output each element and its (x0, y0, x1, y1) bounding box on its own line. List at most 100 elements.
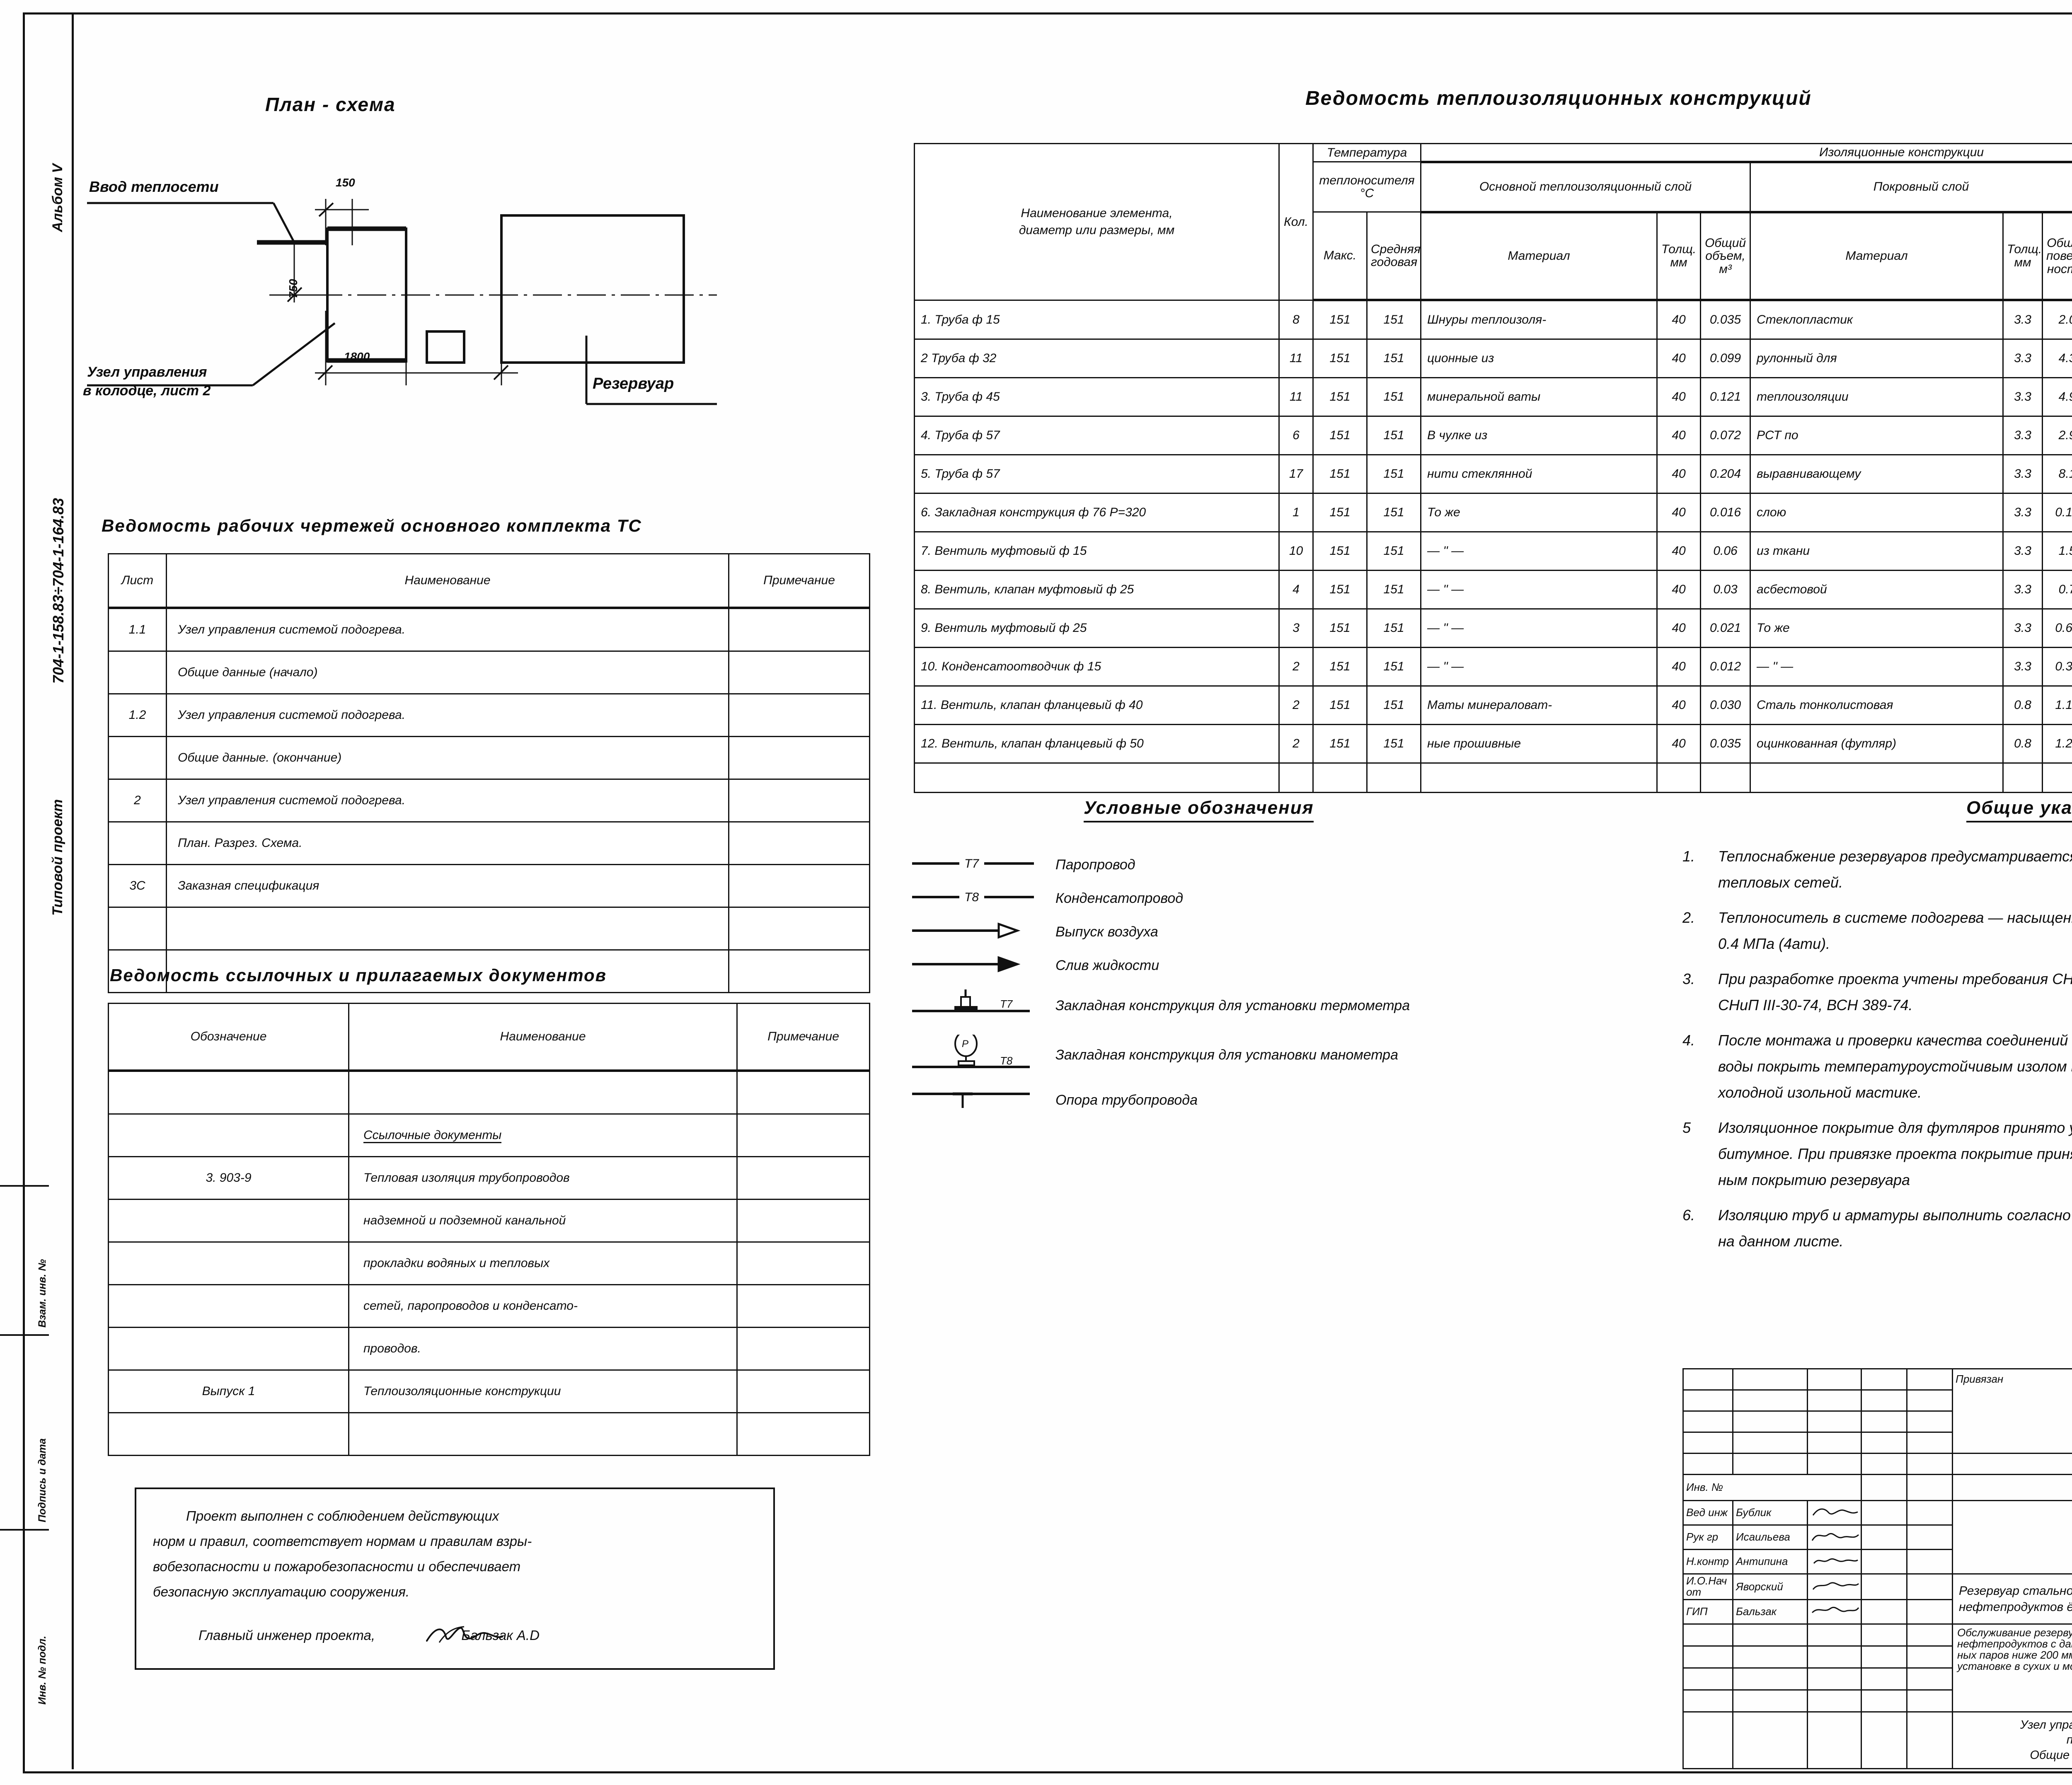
tb-extra-4 (1906, 1599, 1953, 1625)
svg-text:T8: T8 (1000, 1055, 1013, 1067)
table-row: Ссылочные документы (108, 1113, 870, 1157)
tb-role-1: Рук гр (1682, 1524, 1733, 1550)
insul-empty-cell (914, 762, 1280, 793)
insul-th-surf-l3: ность, (2047, 262, 2072, 276)
general-note-item: 5 Изоляционное покрытие для футляров прин… (1682, 1115, 2072, 1193)
general-note-line: При разработке проекта учтены требования… (1718, 970, 2072, 987)
insul-main-thickness: 40 (1656, 685, 1702, 725)
sheet-no (108, 907, 167, 951)
manometer-embed-icon: P T8 (910, 1030, 1046, 1076)
insul-qty: 11 (1278, 339, 1314, 378)
tb-foot-3 (1807, 1623, 1862, 1647)
refs-table-header-row: Обозначение Наименование Примечание (108, 1003, 870, 1072)
insul-surface: 4.3 (2042, 339, 2072, 378)
general-note-number: 6. (1682, 1207, 1695, 1224)
sheet-no (108, 821, 167, 865)
insul-tmax: 151 (1312, 454, 1368, 494)
insul-main-thickness: 40 (1656, 570, 1702, 610)
tb-object-l1: Резервуар стальной горизонтальный для (1959, 1584, 2072, 1598)
tb-sign-1 (1807, 1524, 1862, 1550)
insul-element: 2 Труба ф 32 (914, 339, 1280, 378)
tb-foot-13 (1807, 1667, 1862, 1691)
general-note-text: После монтажа и проверки качества соедин… (1718, 1027, 2072, 1105)
tb-sign-2 (1807, 1549, 1862, 1575)
tb-foot-2 (1732, 1623, 1808, 1647)
ref-name: сетей, паропроводов и конденсато- (348, 1284, 738, 1328)
insul-th-material-cover: Материал (1750, 211, 2004, 301)
insul-empty-cell (1700, 762, 1751, 793)
insul-empty-cell (1366, 762, 1422, 793)
insul-cover-thickness: 3.3 (2002, 647, 2043, 687)
insul-header-row-2: теплоносителя °С Основной теплоизоляцион… (915, 161, 2072, 213)
legend-item: T8 Конденсатопровод (910, 887, 1697, 910)
insul-cover-material: теплоизоляции (1750, 377, 2004, 417)
table-row (108, 1070, 870, 1115)
tb-inv-blank-2 (1906, 1474, 1953, 1501)
svg-text:T8: T8 (964, 890, 979, 904)
tb-change-cell-10 (1906, 1389, 1953, 1412)
tb-drawing-l3: Общие данные (начало) (2030, 1748, 2072, 1762)
insul-tavg: 151 (1366, 685, 1422, 725)
insul-th-temp-sub: теплоносителя °С (1312, 161, 1422, 213)
ref-code (108, 1070, 349, 1115)
insul-qty: 8 (1278, 299, 1314, 340)
insul-element: 7. Вентиль муфтовый ф 15 (914, 531, 1280, 571)
tb-foot-15 (1906, 1667, 1953, 1691)
insul-th-material-main: Материал (1420, 211, 1658, 301)
insul-main-thickness: 40 (1656, 531, 1702, 571)
tb-change-cell-3 (1807, 1368, 1862, 1391)
sheet-no: 1.2 (108, 693, 167, 737)
general-note-line: После монтажа и проверки качества соедин… (1718, 1032, 2072, 1049)
table-row: 9. Вентиль муфтовый ф 25 3 151 151— '' —40 0… (914, 608, 2072, 648)
table-row (914, 762, 2072, 793)
tb-date-4 (1861, 1599, 1907, 1625)
insul-th-qty: Кол. (1278, 143, 1314, 301)
tb-name-3: Яворский (1732, 1573, 1808, 1600)
table-row: 1.1 Узел управления системой подогрева. (108, 607, 870, 652)
insul-volume: 0.030 (1700, 685, 1751, 725)
insul-surface: 0.7 (2042, 570, 2072, 610)
insul-tavg: 151 (1366, 493, 1422, 532)
insul-volume: 0.016 (1700, 493, 1751, 532)
insul-main-thickness: 40 (1656, 493, 1702, 532)
insulation-table: Наименование элемента, диаметр или разме… (914, 143, 2072, 793)
insul-th-element-l1: Наименование элемента, (1021, 206, 1173, 220)
tb-change-cell-11 (1682, 1410, 1733, 1433)
insul-volume: 0.06 (1700, 531, 1751, 571)
tb-change-cell-16 (1682, 1432, 1733, 1454)
ref-code: 3. 903-9 (108, 1156, 349, 1200)
insul-cover-thickness: 0.8 (2002, 724, 2043, 764)
tb-project-code-cell: Т. П. 704 -1- 158 83 ÷ 704-1-164. 83 ТС (1952, 1500, 2072, 1575)
insul-element: 1. Труба ф 15 (914, 299, 1280, 340)
insul-volume: 0.099 (1700, 339, 1751, 378)
tb-foot-1 (1682, 1623, 1733, 1647)
insul-tmax: 151 (1312, 685, 1368, 725)
insul-empty-cell (1278, 762, 1314, 793)
general-note-number: 1. (1682, 848, 1695, 865)
insul-surface: 8.1 (2042, 454, 2072, 494)
tb-change-cell-2 (1732, 1368, 1808, 1391)
insul-th-tavg-l2: годовая (1371, 255, 1418, 269)
insul-main-material: ные прошивные (1420, 724, 1658, 764)
tb-date-1 (1861, 1524, 1907, 1550)
plan-dim-750: 750 (287, 279, 300, 298)
general-note-text: Изоляционное покрытие для футляров приня… (1718, 1115, 2072, 1193)
insul-header-row-3: Макс. Средняя годовая Материал Толщ. мм … (915, 211, 2072, 301)
ref-note (736, 1199, 870, 1243)
legend-label: Выпуск воздуха (1055, 924, 1158, 940)
insul-cover-material: Стеклопластик (1750, 299, 2004, 340)
pipe-t8-icon: T8 (910, 887, 1046, 910)
tb-foot-25 (1906, 1711, 1953, 1769)
typical-project-label: Типовой проект (50, 799, 65, 916)
ref-note (736, 1412, 870, 1456)
insul-main-thickness: 40 (1656, 416, 1702, 455)
tb-change-cell-14 (1861, 1410, 1907, 1433)
insul-main-material: нити стеклянной (1420, 454, 1658, 494)
tb-role-0: Вед инж (1682, 1500, 1733, 1526)
tb-change-cell-20 (1906, 1432, 1953, 1454)
ref-note (736, 1369, 870, 1413)
tb-foot-20 (1906, 1689, 1953, 1712)
left-margin-strip (23, 12, 74, 1769)
tb-name-4: Бальзак (1732, 1599, 1808, 1625)
